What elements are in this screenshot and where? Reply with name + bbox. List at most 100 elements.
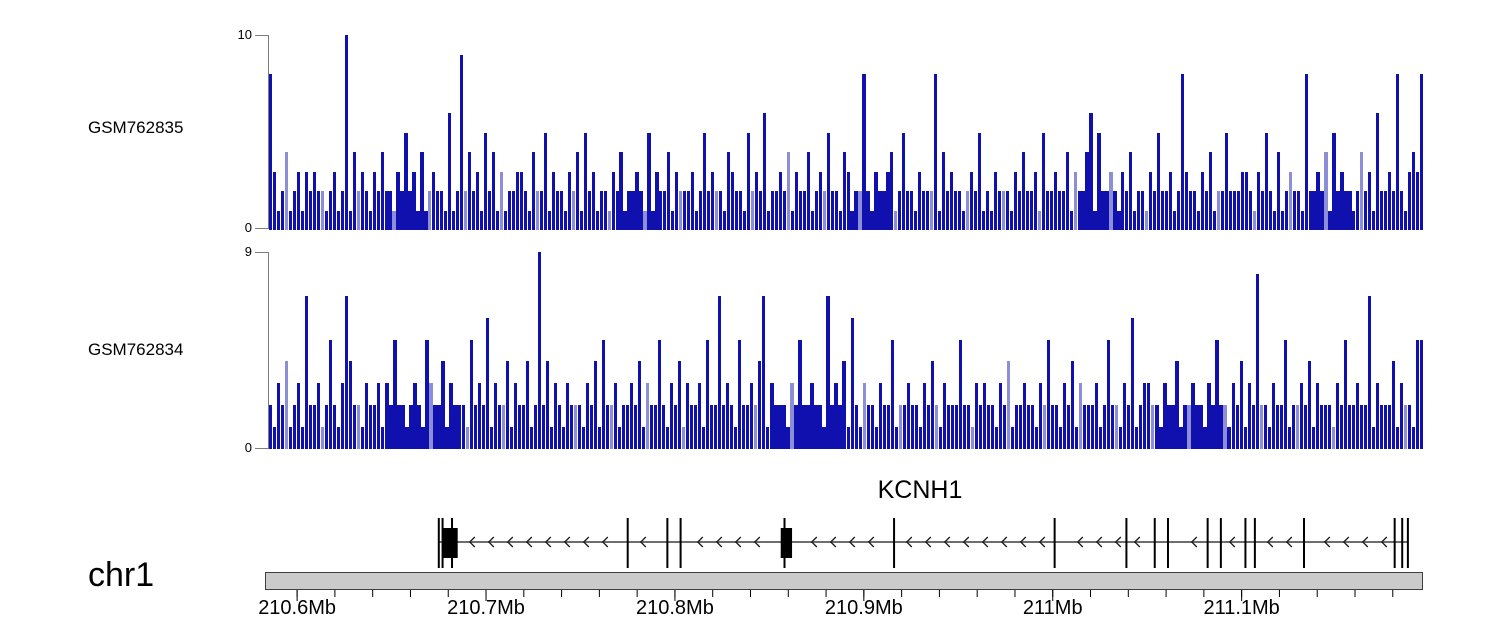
- strand-direction-arrow: [962, 536, 970, 548]
- coverage-bar: [1153, 191, 1157, 230]
- strand-direction-arrow: [924, 536, 932, 548]
- track1-ymax-label: 10: [237, 27, 252, 42]
- coverage-bar: [842, 361, 846, 449]
- coverage-bar: [858, 427, 862, 449]
- coverage-bar: [1029, 191, 1033, 230]
- strand-direction-arrow: [525, 536, 533, 548]
- coverage-bar: [1384, 191, 1388, 230]
- coverage-bar: [1081, 191, 1085, 230]
- coverage-bar: [420, 152, 424, 230]
- coverage-bar: [571, 191, 575, 230]
- coverage-bar: [1271, 383, 1275, 449]
- coverage-bar: [1260, 191, 1264, 230]
- coverage-bar: [503, 210, 508, 230]
- coverage-bar: [469, 339, 473, 449]
- coverage-bar: [1255, 273, 1259, 449]
- coverage-bar: [691, 171, 695, 230]
- coverage-bar: [557, 405, 561, 449]
- coverage-bar: [344, 35, 348, 230]
- coverage-bar: [778, 405, 782, 449]
- strand-direction-arrow: [1228, 536, 1236, 548]
- coverage-bar: [1006, 361, 1011, 449]
- coverage-bar: [1412, 152, 1416, 230]
- coverage-bar: [1065, 152, 1069, 230]
- coverage-bar: [898, 191, 902, 230]
- coverage-bar: [890, 339, 894, 449]
- coverage-bar: [445, 427, 449, 449]
- coverage-bar: [539, 191, 543, 230]
- coverage-bar: [1307, 361, 1311, 449]
- coverage-bar: [734, 191, 739, 230]
- coverage-bar: [1199, 405, 1203, 449]
- coverage-bar: [296, 171, 301, 230]
- coverage-bar: [731, 171, 735, 230]
- coverage-bar: [1407, 405, 1412, 449]
- coverage-bar: [686, 383, 690, 449]
- coverage-bar: [1243, 427, 1247, 449]
- coverage-bar: [1355, 383, 1360, 449]
- coverage-bar: [977, 132, 982, 230]
- coverage-bar: [1131, 317, 1135, 449]
- coverage-bar: [655, 171, 659, 230]
- coverage-bar: [663, 191, 667, 230]
- coverage-bar: [1196, 210, 1201, 230]
- coverage-bar: [329, 339, 333, 449]
- coverage-bar: [408, 191, 412, 230]
- track2-y-axis: [268, 252, 269, 449]
- coverage-bar: [284, 152, 289, 230]
- coverage-bar: [666, 427, 670, 449]
- coverage-bar: [1279, 405, 1283, 449]
- coverage-bar: [958, 191, 962, 230]
- coverage-bar: [488, 191, 492, 230]
- coverage-bar: [627, 191, 631, 230]
- strand-direction-arrow: [943, 536, 951, 548]
- coverage-bar: [1103, 405, 1107, 449]
- coverage-bar: [437, 405, 441, 449]
- coverage-bar: [886, 405, 890, 449]
- coverage-bar: [898, 405, 902, 449]
- coverage-bar: [429, 383, 433, 449]
- coverage-bar: [269, 74, 273, 230]
- coverage-bar: [497, 405, 501, 449]
- coverage-bar: [790, 383, 794, 449]
- coverage-bar: [1129, 152, 1133, 230]
- coverage-bar: [711, 171, 715, 230]
- coverage-bar: [1224, 132, 1229, 230]
- coverage-bar: [962, 210, 966, 230]
- coverage-bar: [1200, 171, 1205, 230]
- coverage-bar: [1026, 405, 1031, 449]
- coverage-bar: [1151, 405, 1155, 449]
- coverage-bar: [405, 427, 409, 449]
- coverage-bar: [1227, 427, 1231, 449]
- coverage-bar: [854, 405, 858, 449]
- coverage-bar: [396, 171, 400, 230]
- coverage-bar: [485, 317, 489, 449]
- coverage-bar: [834, 383, 838, 449]
- strand-direction-arrow: [1285, 536, 1293, 548]
- coverage-bar: [758, 191, 763, 230]
- coverage-bar: [906, 383, 910, 449]
- coverage-bar: [938, 210, 942, 230]
- strand-direction-arrow: [639, 536, 647, 548]
- coverage-bar: [1185, 171, 1189, 230]
- coverage-bar: [930, 361, 934, 449]
- coverage-bar: [854, 191, 858, 230]
- coverage-bar: [1079, 383, 1083, 449]
- coverage-bar: [870, 210, 874, 230]
- coverage-bar: [690, 405, 694, 449]
- coverage-bar: [432, 171, 436, 230]
- coverage-bar: [985, 191, 990, 230]
- coverage-bar: [373, 405, 377, 449]
- coverage-bar: [511, 191, 516, 230]
- coverage-bar: [493, 383, 497, 449]
- coverage-bar: [500, 171, 504, 230]
- coverage-bar: [1339, 405, 1343, 449]
- coverage-bar: [954, 405, 958, 449]
- coverage-bar: [456, 191, 460, 230]
- coverage-bar: [994, 427, 999, 449]
- track2-ymax-label: 9: [244, 244, 252, 259]
- coverage-bar: [649, 405, 654, 449]
- coverage-bar: [682, 427, 686, 449]
- strand-direction-arrow: [848, 536, 856, 548]
- coverage-bar: [702, 427, 706, 449]
